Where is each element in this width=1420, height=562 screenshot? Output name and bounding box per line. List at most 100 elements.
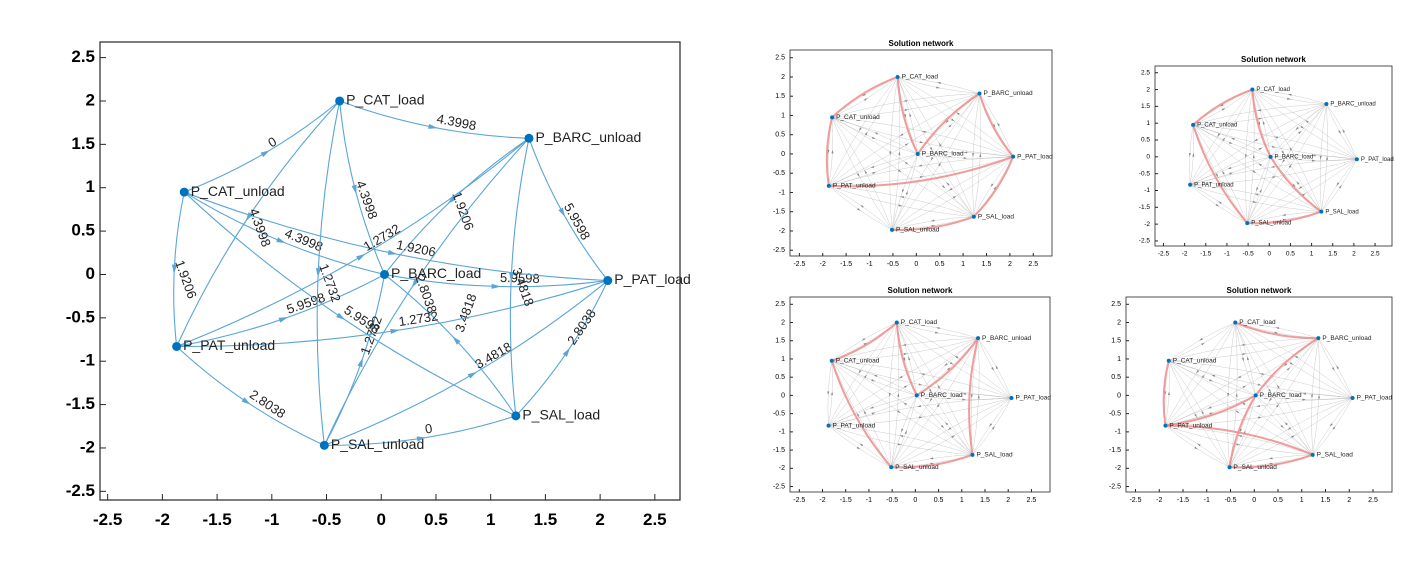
edge-arrow bbox=[909, 112, 912, 117]
node bbox=[1324, 102, 1329, 107]
edge-arrow bbox=[831, 149, 834, 154]
edge-arrow bbox=[1289, 361, 1294, 365]
node-label: P_BARC_unload bbox=[983, 90, 1033, 97]
edge-arrow bbox=[936, 403, 940, 408]
x-tick-label: 2 bbox=[1008, 261, 1012, 268]
edge-arrow bbox=[1287, 93, 1292, 96]
x-tick-label: -2.5 bbox=[793, 261, 805, 268]
edge-arrow bbox=[905, 190, 908, 195]
edge-arrow bbox=[864, 131, 868, 136]
edge-arrow bbox=[1201, 410, 1205, 415]
edge-arrow bbox=[1317, 394, 1320, 399]
x-tick-label: -1 bbox=[866, 497, 872, 504]
node-label: P_PAT_unload bbox=[833, 422, 876, 429]
edge-arrow bbox=[963, 151, 968, 154]
node bbox=[1350, 395, 1355, 400]
y-tick-label: -2.5 bbox=[773, 483, 785, 490]
edge-arrow bbox=[904, 109, 909, 112]
y-tick-label: -2 bbox=[1144, 221, 1150, 228]
y-tick-label: 1 bbox=[781, 112, 785, 119]
edge-arrow bbox=[1209, 379, 1214, 382]
edge-arrow bbox=[903, 402, 907, 406]
x-tick-label: -0.5 bbox=[886, 497, 898, 504]
solution-edge bbox=[916, 92, 981, 155]
edge-arrow bbox=[1272, 145, 1276, 148]
node bbox=[179, 187, 189, 197]
edge-arrow bbox=[1242, 385, 1247, 389]
solution-edge bbox=[1165, 424, 1314, 456]
plot: Solution network -2.5 -2 -1.5 -1 -0.5 0 0.5 1 1.5… bbox=[1139, 55, 1394, 257]
solution-edge bbox=[1229, 453, 1314, 469]
edge-arrow bbox=[872, 171, 877, 175]
edge-arrow bbox=[1286, 367, 1291, 371]
x-tick-label: -1.5 bbox=[840, 497, 852, 504]
edge-arrow bbox=[899, 133, 904, 137]
edge-arrow bbox=[938, 162, 941, 167]
y-tick-label: 1.5 bbox=[1111, 338, 1121, 345]
edge-arrow bbox=[951, 435, 956, 438]
y-tick-label: -1 bbox=[779, 189, 785, 196]
edge-arrow bbox=[1292, 183, 1296, 188]
edge-arrow bbox=[1336, 365, 1340, 370]
edge-arrow bbox=[921, 130, 926, 133]
y-tick-label: 2.5 bbox=[1141, 69, 1150, 76]
edge-arrow bbox=[1283, 363, 1288, 367]
edge-arrow bbox=[351, 184, 357, 195]
x-tick-label: -1.5 bbox=[1177, 497, 1189, 504]
edge-arrow bbox=[856, 446, 861, 450]
edge-arrow bbox=[1288, 164, 1292, 168]
edge-arrow bbox=[962, 398, 967, 401]
edge-arrow bbox=[276, 237, 286, 244]
edge-arrow bbox=[1275, 327, 1280, 330]
edge-label: 1.2732 bbox=[398, 308, 440, 329]
edge-arrow bbox=[1298, 130, 1302, 135]
edge-arrow bbox=[945, 119, 949, 124]
chart-title: Solution network bbox=[888, 286, 953, 295]
edge-arrow bbox=[1338, 130, 1341, 135]
solution-edge bbox=[1254, 337, 1319, 397]
y-tick-label: 2.5 bbox=[775, 55, 785, 62]
x-tick-label: 0 bbox=[913, 497, 917, 504]
y-tick-label: 1.5 bbox=[775, 93, 785, 100]
edge-arrow bbox=[1235, 393, 1238, 397]
edge-arrow bbox=[897, 410, 901, 414]
node bbox=[970, 452, 975, 457]
edge-arrow bbox=[935, 331, 939, 334]
edge-arrow bbox=[1329, 423, 1333, 427]
edge-arrow bbox=[1284, 421, 1288, 426]
edge-arrow bbox=[1227, 166, 1232, 170]
edge-arrow bbox=[948, 187, 953, 191]
edge-arrow bbox=[1305, 120, 1309, 124]
edge-arrow bbox=[900, 196, 905, 199]
edge-arrow bbox=[856, 173, 860, 178]
edge-arrow bbox=[908, 356, 911, 361]
y-tick-label: 0 bbox=[1117, 392, 1121, 399]
y-tick-label: -1.5 bbox=[1109, 447, 1121, 454]
node-label: P_SAL_unload bbox=[1251, 221, 1291, 227]
edge-arrow bbox=[1338, 184, 1342, 189]
solution-edge bbox=[1251, 89, 1272, 158]
edge-arrow bbox=[1217, 133, 1221, 137]
edge-arrow bbox=[1262, 120, 1265, 125]
y-tick-label: -1.5 bbox=[773, 447, 785, 454]
x-tick-label: -2 bbox=[155, 510, 170, 529]
y-tick-label: -2.5 bbox=[773, 247, 785, 254]
edge-arrow bbox=[871, 379, 876, 382]
node-label: P_BARC_load bbox=[921, 392, 963, 399]
plot: Solution network -2.5 -2 -1.5 -1 -0.5 0 0.5 1 1.5… bbox=[773, 286, 1051, 504]
edge-arrow bbox=[1237, 375, 1242, 379]
node-label: P_BARC_load bbox=[391, 265, 481, 281]
edge-arrow bbox=[1196, 369, 1200, 374]
edge-arrow bbox=[1230, 137, 1235, 141]
edge-arrow bbox=[918, 383, 923, 386]
chart-title: Solution network bbox=[889, 39, 954, 48]
node bbox=[603, 276, 613, 286]
y-tick-label: 0 bbox=[781, 151, 785, 158]
edge-arrow bbox=[948, 124, 952, 128]
x-tick-label: 2.5 bbox=[1028, 261, 1038, 268]
edge-arrow bbox=[562, 347, 571, 357]
x-tick-label: 1.5 bbox=[534, 510, 558, 529]
node bbox=[1316, 336, 1321, 341]
edge-arrow bbox=[863, 410, 867, 415]
